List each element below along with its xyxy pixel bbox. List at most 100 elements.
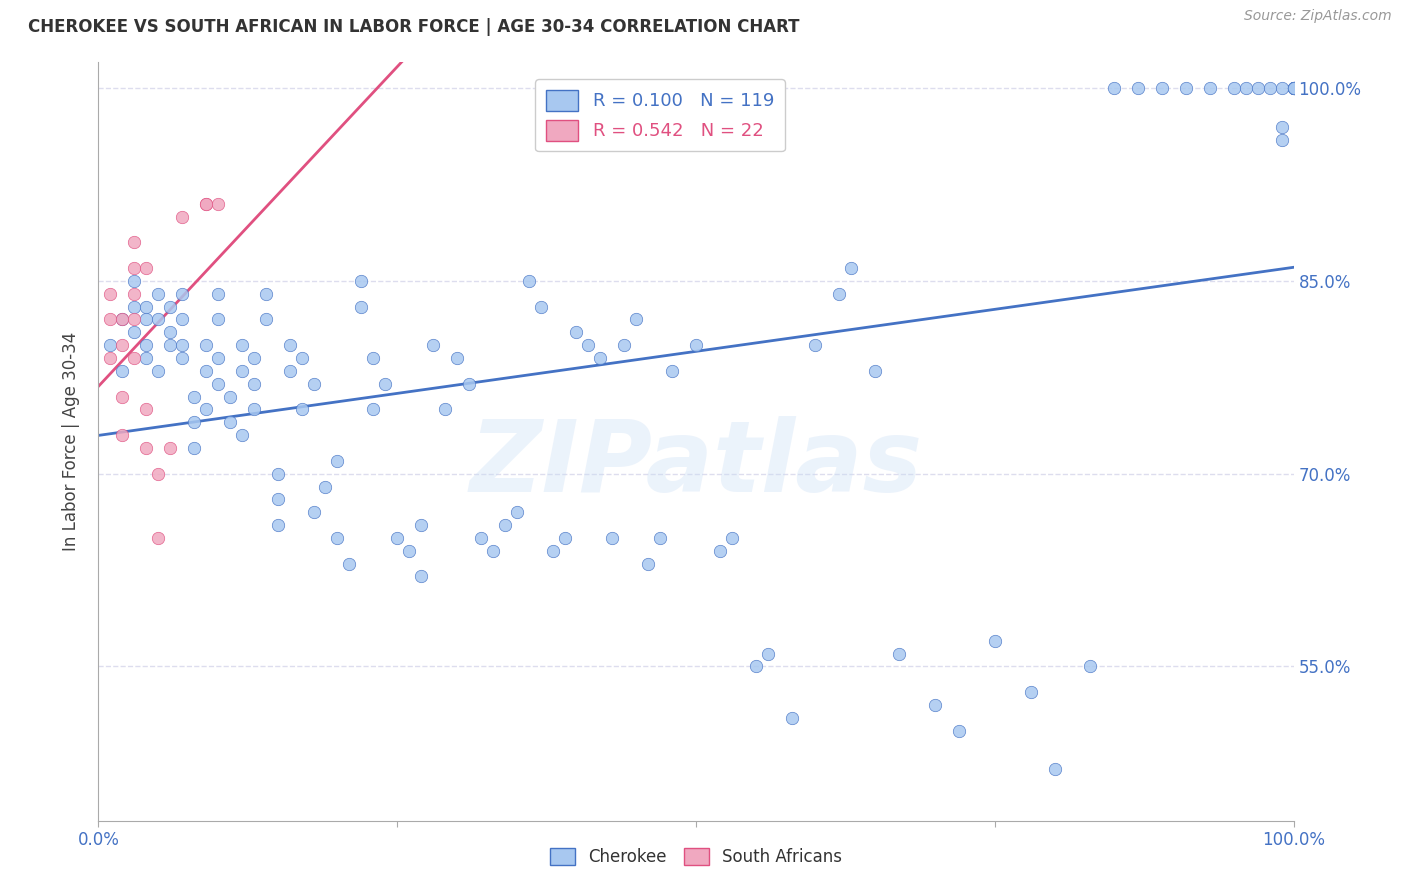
Point xyxy=(243,376,266,391)
Point xyxy=(541,543,564,558)
Point xyxy=(350,274,373,288)
Point xyxy=(398,543,420,558)
Point xyxy=(411,518,433,533)
Point xyxy=(1152,81,1174,95)
Point xyxy=(637,557,659,571)
Point xyxy=(124,300,146,314)
Point xyxy=(865,364,887,378)
Point xyxy=(172,338,194,352)
Point xyxy=(111,312,134,326)
Point xyxy=(578,338,600,352)
Y-axis label: In Labor Force | Age 30-34: In Labor Force | Age 30-34 xyxy=(62,332,80,551)
Point xyxy=(148,312,170,326)
Point xyxy=(159,441,181,455)
Point xyxy=(626,312,648,326)
Point xyxy=(254,286,277,301)
Point xyxy=(267,492,290,507)
Point xyxy=(148,364,170,378)
Point xyxy=(278,338,301,352)
Point xyxy=(1282,81,1305,95)
Point xyxy=(207,286,229,301)
Point xyxy=(446,351,468,365)
Point xyxy=(124,312,146,326)
Point xyxy=(1128,81,1150,95)
Point xyxy=(530,300,553,314)
Point xyxy=(613,338,636,352)
Point xyxy=(183,390,205,404)
Text: ZIPatlas: ZIPatlas xyxy=(470,416,922,513)
Point xyxy=(721,531,744,545)
Point xyxy=(207,351,229,365)
Point xyxy=(363,402,385,417)
Point xyxy=(98,286,122,301)
Point xyxy=(1282,81,1305,95)
Point xyxy=(517,274,540,288)
Point xyxy=(648,531,672,545)
Point xyxy=(172,210,194,224)
Point xyxy=(1199,81,1222,95)
Point xyxy=(195,364,218,378)
Point xyxy=(291,402,314,417)
Point xyxy=(1282,81,1305,95)
Point xyxy=(434,402,457,417)
Point xyxy=(111,390,134,404)
Point xyxy=(195,338,218,352)
Point xyxy=(1271,132,1294,146)
Point xyxy=(363,351,385,365)
Point xyxy=(339,557,361,571)
Point xyxy=(231,428,253,442)
Point xyxy=(111,338,134,352)
Point xyxy=(756,647,779,661)
Point xyxy=(1104,81,1126,95)
Point xyxy=(1080,659,1102,673)
Point xyxy=(1271,81,1294,95)
Point xyxy=(195,196,218,211)
Point xyxy=(183,415,205,429)
Point xyxy=(267,518,290,533)
Point xyxy=(135,441,157,455)
Point xyxy=(219,390,242,404)
Point xyxy=(243,351,266,365)
Point xyxy=(135,402,157,417)
Point xyxy=(111,364,134,378)
Text: CHEROKEE VS SOUTH AFRICAN IN LABOR FORCE | AGE 30-34 CORRELATION CHART: CHEROKEE VS SOUTH AFRICAN IN LABOR FORCE… xyxy=(28,18,800,36)
Point xyxy=(98,338,122,352)
Point xyxy=(326,531,349,545)
Point xyxy=(124,326,146,340)
Point xyxy=(172,286,194,301)
Point xyxy=(411,569,433,583)
Point xyxy=(745,659,768,673)
Point xyxy=(254,312,277,326)
Point xyxy=(207,196,229,211)
Point xyxy=(111,312,134,326)
Point xyxy=(159,300,181,314)
Point xyxy=(219,415,242,429)
Point xyxy=(458,376,481,391)
Point xyxy=(948,723,970,738)
Point xyxy=(172,351,194,365)
Point xyxy=(159,338,181,352)
Point xyxy=(302,376,325,391)
Point xyxy=(602,531,624,545)
Point xyxy=(231,364,253,378)
Point xyxy=(374,376,396,391)
Point xyxy=(135,351,157,365)
Point xyxy=(135,261,157,276)
Point xyxy=(302,505,325,519)
Point xyxy=(889,647,911,661)
Point xyxy=(1282,81,1305,95)
Point xyxy=(278,364,301,378)
Point xyxy=(195,402,218,417)
Point xyxy=(1043,762,1066,776)
Point xyxy=(422,338,444,352)
Point xyxy=(148,467,170,481)
Point xyxy=(984,633,1007,648)
Point xyxy=(243,402,266,417)
Point xyxy=(804,338,827,352)
Point xyxy=(172,312,194,326)
Point xyxy=(1223,81,1246,95)
Point xyxy=(148,531,170,545)
Point xyxy=(111,428,134,442)
Point xyxy=(494,518,516,533)
Point xyxy=(1019,685,1042,699)
